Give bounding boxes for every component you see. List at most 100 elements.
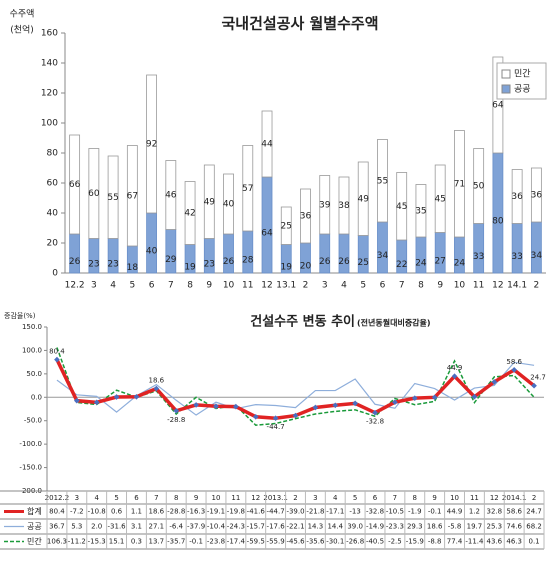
legend-label: 민간 bbox=[27, 536, 42, 546]
x-tick-label: 2012.2 bbox=[45, 494, 70, 502]
table-cell: 77.4 bbox=[447, 538, 463, 546]
bar-segment bbox=[377, 221, 388, 274]
y-tick-label: -50.0 bbox=[24, 417, 42, 425]
bar-segment bbox=[69, 233, 81, 274]
table-cell: -6.4 bbox=[169, 523, 183, 531]
table-cell: -35.7 bbox=[167, 538, 185, 546]
line bbox=[55, 358, 536, 420]
bar-segment bbox=[473, 223, 485, 274]
table-cell: -11.4 bbox=[465, 538, 484, 546]
data-label: 55 bbox=[377, 176, 388, 186]
x-tick-label: 8 bbox=[174, 494, 178, 502]
data-label: 34 bbox=[377, 251, 389, 261]
data-label: 26 bbox=[338, 257, 350, 267]
table-cell: -11.2 bbox=[68, 538, 86, 546]
bar-segment bbox=[184, 181, 196, 245]
bar-segment bbox=[126, 145, 138, 247]
bar-segment bbox=[69, 134, 81, 235]
y-tick-label: -150.0 bbox=[19, 464, 42, 472]
x-tick-label: 9 bbox=[437, 281, 443, 291]
table-cell: -37.9 bbox=[187, 523, 205, 531]
chart-title: 국내건설공사 월별수주액 bbox=[221, 15, 378, 33]
y-tick-label: 0 bbox=[52, 269, 58, 279]
bar-segment bbox=[377, 139, 388, 223]
x-tick-label: 3 bbox=[313, 494, 317, 502]
bar-segment bbox=[146, 74, 157, 214]
table-cell: -15.3 bbox=[88, 538, 106, 546]
data-label: 40 bbox=[223, 200, 235, 210]
point bbox=[411, 395, 418, 402]
table-cell: -28.8 bbox=[167, 508, 185, 516]
x-tick-label: 11 bbox=[231, 494, 240, 502]
chart-title: 건설수주 변동 추이 bbox=[250, 314, 355, 330]
x-tick-label: 3 bbox=[91, 281, 97, 291]
point bbox=[252, 413, 259, 420]
data-label: 33 bbox=[473, 252, 484, 262]
point bbox=[193, 402, 199, 408]
data-label: 40 bbox=[146, 247, 158, 257]
table-cell: -8.8 bbox=[428, 538, 442, 546]
table-cell: -10.8 bbox=[88, 508, 106, 516]
table-cell: -44.7 bbox=[267, 508, 285, 516]
x-tick-label: 7 bbox=[399, 281, 405, 291]
table-cell: -13 bbox=[349, 508, 360, 516]
y-tick-label: 120 bbox=[41, 89, 58, 99]
data-label: 29 bbox=[165, 255, 177, 265]
x-tick-label: 12 bbox=[251, 494, 260, 502]
data-label: 36 bbox=[300, 212, 312, 222]
x-tick-label: 6 bbox=[380, 281, 386, 291]
data-label: 55 bbox=[107, 193, 118, 203]
x-tick-label: 13.1 bbox=[276, 281, 296, 291]
data-label: 64 bbox=[492, 101, 504, 111]
x-tick-label: 4 bbox=[333, 494, 338, 502]
data-label: 71 bbox=[454, 179, 465, 189]
x-tick-label: 4 bbox=[110, 281, 116, 291]
data-label: 26 bbox=[319, 257, 331, 267]
x-tick-label: 5 bbox=[360, 281, 366, 291]
data-label: -44.7 bbox=[267, 423, 285, 431]
bar-segment bbox=[242, 230, 254, 274]
data-label: 66 bbox=[69, 180, 81, 190]
x-tick-label: 5 bbox=[129, 281, 135, 291]
table-cell: 25.3 bbox=[487, 523, 503, 531]
point bbox=[372, 409, 378, 416]
x-tick-label: 11 bbox=[473, 281, 484, 291]
bar-segment bbox=[454, 130, 465, 238]
table-cell: -16.3 bbox=[187, 508, 205, 516]
table-cell: -21.8 bbox=[306, 508, 324, 516]
table-cell: 39.0 bbox=[347, 523, 363, 531]
x-tick-label: 8 bbox=[418, 281, 424, 291]
data-label: 35 bbox=[415, 206, 426, 216]
table-cell: -19.8 bbox=[227, 508, 245, 516]
x-tick-label: 12 bbox=[261, 281, 272, 291]
bar-segment bbox=[338, 176, 350, 235]
point bbox=[233, 403, 239, 410]
table-cell: -10.5 bbox=[386, 508, 404, 516]
y-tick-label: 140 bbox=[41, 59, 58, 69]
legend-swatch bbox=[501, 69, 511, 79]
data-label: 64 bbox=[261, 229, 273, 239]
table-cell: 0.3 bbox=[131, 538, 142, 546]
data-label: 24 bbox=[454, 259, 466, 269]
x-tick-label: 11 bbox=[470, 494, 479, 502]
x-tick-label: 6 bbox=[373, 494, 378, 502]
table-cell: 80.4 bbox=[49, 508, 65, 516]
bar-segment bbox=[511, 223, 523, 274]
data-label: 22 bbox=[396, 260, 407, 270]
bar-segment bbox=[530, 167, 542, 223]
table-cell: -40.5 bbox=[366, 538, 384, 546]
point bbox=[153, 385, 160, 392]
x-tick-label: 2 bbox=[303, 281, 309, 291]
bar-segment bbox=[203, 164, 215, 239]
table-cell: 0.6 bbox=[111, 508, 123, 516]
data-label: 39 bbox=[319, 200, 331, 210]
data-label: -28.8 bbox=[167, 416, 185, 424]
bar-segment bbox=[473, 148, 485, 224]
x-tick-label: 12.2 bbox=[65, 281, 85, 291]
table-cell: 0.1 bbox=[528, 538, 539, 546]
x-tick-label: 12 bbox=[492, 281, 503, 291]
table-cell: -10.4 bbox=[207, 523, 226, 531]
point bbox=[352, 400, 358, 407]
table-cell: -15.9 bbox=[406, 538, 424, 546]
